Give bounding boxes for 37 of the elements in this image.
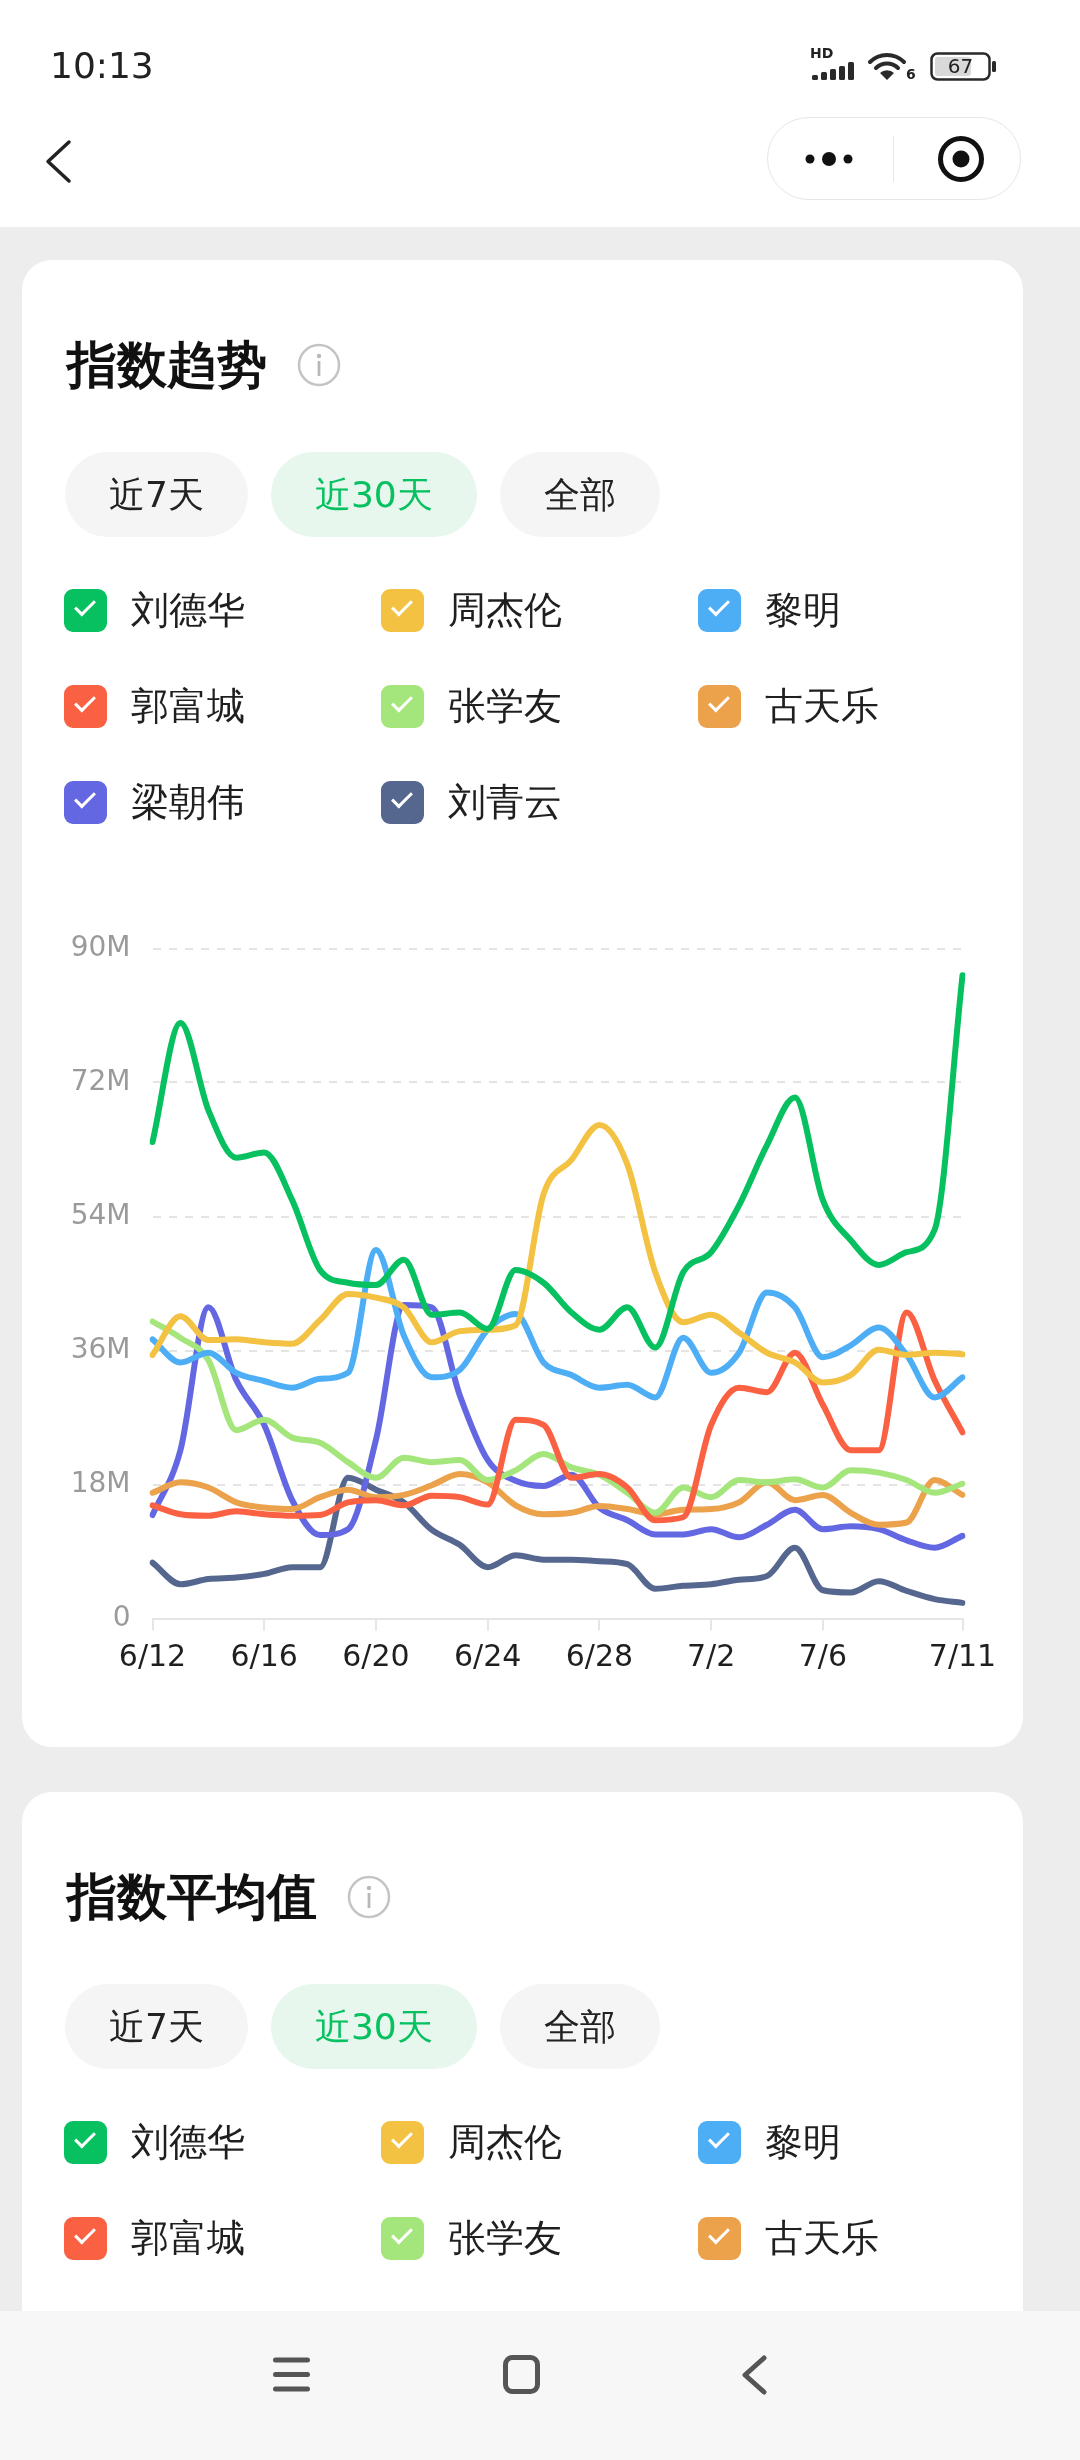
x-tick-label: 6/28	[565, 1638, 634, 1674]
x-tick-label: 6/20	[342, 1638, 410, 1674]
legend-label: 古天乐	[765, 2216, 879, 2260]
legend-label: 古天乐	[765, 684, 879, 728]
legend-label: 刘德华	[131, 2120, 245, 2164]
x-tick-label: 7/6	[798, 1638, 847, 1674]
filter-button[interactable]: 全部	[499, 452, 660, 537]
legend-label: 张学友	[448, 684, 562, 728]
text: 10:13	[50, 45, 154, 87]
text: 6	[906, 66, 916, 82]
y-tick-label: 18M	[70, 1465, 131, 1499]
legend-label: 周杰伦	[448, 2120, 562, 2164]
chart-title: 指数趋势	[67, 334, 267, 396]
legend-label: 梁朝伟	[131, 780, 245, 824]
y-tick-label: 0	[112, 1599, 131, 1633]
legend-label: 张学友	[448, 2216, 562, 2260]
legend-label: 郭富城	[131, 684, 245, 728]
text: HD	[810, 45, 834, 61]
y-tick-label: 36M	[70, 1331, 131, 1365]
x-tick-label: 6/16	[230, 1638, 298, 1674]
text: 指数平均值	[67, 1866, 317, 1928]
legend-label: 刘青云	[448, 780, 562, 824]
filter-button[interactable]: 全部	[499, 1984, 660, 2069]
x-tick-label: 6/12	[118, 1638, 187, 1674]
y-tick-label: 54M	[70, 1197, 131, 1231]
x-tick-label: 7/2	[686, 1638, 736, 1674]
x-tick-label: 6/24	[453, 1638, 522, 1674]
legend-label: 周杰伦	[448, 588, 562, 632]
filter-button[interactable]: 近7天	[65, 452, 248, 537]
legend-label: 刘德华	[131, 588, 245, 632]
x-tick-label: 7/11	[928, 1638, 997, 1674]
y-tick-label: 72M	[70, 1063, 131, 1097]
filter-button[interactable]: 近7天	[65, 1984, 248, 2069]
legend-label: 郭富城	[131, 2216, 245, 2260]
y-tick-label: 90M	[70, 929, 131, 963]
legend-label: 黎明	[765, 588, 841, 632]
legend-label: 黎明	[765, 2120, 841, 2164]
